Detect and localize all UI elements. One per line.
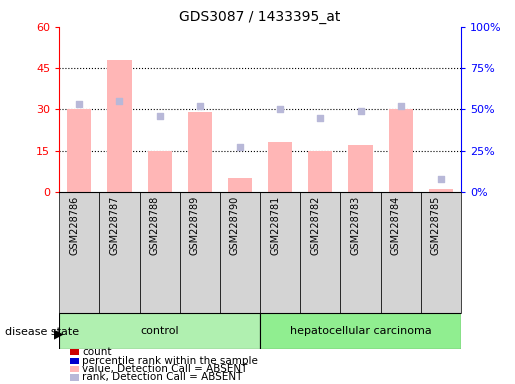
Bar	[429, 189, 453, 192]
Bar	[228, 178, 252, 192]
Bar	[260, 313, 461, 349]
Text: GSM228783: GSM228783	[351, 195, 360, 255]
Bar	[180, 192, 220, 313]
Bar	[300, 192, 340, 313]
Point	[316, 115, 324, 121]
Text: GSM228785: GSM228785	[431, 195, 441, 255]
Bar	[260, 192, 300, 313]
Point	[156, 113, 164, 119]
Text: GSM228787: GSM228787	[110, 195, 119, 255]
Text: GSM228784: GSM228784	[391, 195, 401, 255]
Text: GSM228788: GSM228788	[150, 195, 160, 255]
Text: disease state: disease state	[5, 327, 79, 337]
Point	[276, 106, 284, 113]
Point	[196, 103, 204, 109]
Bar	[268, 142, 292, 192]
Text: GSM228789: GSM228789	[190, 195, 200, 255]
Bar	[59, 192, 99, 313]
Text: control: control	[140, 326, 179, 336]
Point	[356, 108, 365, 114]
Bar	[421, 192, 461, 313]
Point	[75, 101, 83, 108]
Text: GSM228782: GSM228782	[311, 195, 320, 255]
Bar	[340, 192, 381, 313]
Text: rank, Detection Call = ABSENT: rank, Detection Call = ABSENT	[82, 372, 243, 382]
Bar	[389, 109, 413, 192]
Point	[236, 144, 244, 151]
Text: count: count	[82, 347, 112, 357]
Bar	[140, 192, 180, 313]
Text: GSM228781: GSM228781	[270, 195, 280, 255]
Bar	[108, 60, 131, 192]
Text: percentile rank within the sample: percentile rank within the sample	[82, 356, 259, 366]
Point	[397, 103, 405, 109]
Point	[437, 176, 445, 182]
Bar	[99, 192, 140, 313]
Bar	[381, 192, 421, 313]
Text: GSM228786: GSM228786	[70, 195, 79, 255]
Title: GDS3087 / 1433395_at: GDS3087 / 1433395_at	[179, 10, 341, 25]
Bar	[59, 313, 260, 349]
Bar	[67, 109, 91, 192]
Point	[115, 98, 124, 104]
Text: value, Detection Call = ABSENT: value, Detection Call = ABSENT	[82, 364, 248, 374]
Text: hepatocellular carcinoma: hepatocellular carcinoma	[289, 326, 432, 336]
Bar	[188, 112, 212, 192]
Bar	[349, 145, 372, 192]
Bar	[148, 151, 171, 192]
Bar	[220, 192, 260, 313]
Text: ▶: ▶	[54, 328, 64, 341]
Text: GSM228790: GSM228790	[230, 195, 240, 255]
Bar	[308, 151, 332, 192]
